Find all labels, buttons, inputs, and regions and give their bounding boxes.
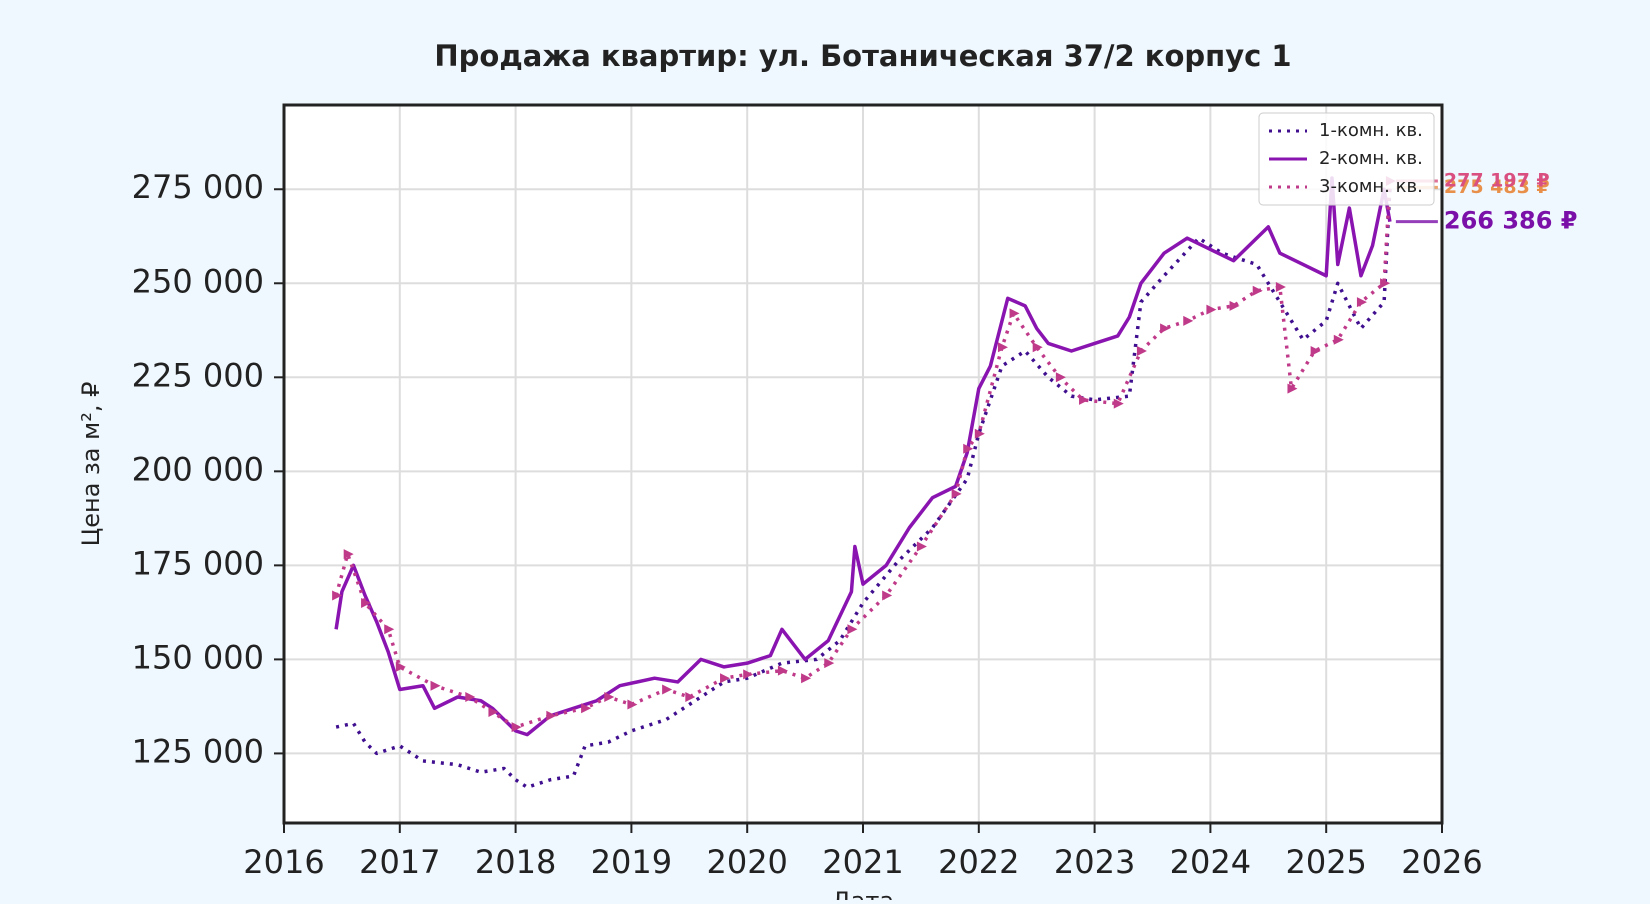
series-marker <box>685 692 696 703</box>
y-tick-label: 275 000 <box>132 168 264 206</box>
legend-label: 3-комн. кв. <box>1319 176 1423 197</box>
end-label: 266 386 ₽ <box>1444 207 1578 235</box>
series-marker <box>951 488 962 499</box>
series-marker <box>1252 285 1263 296</box>
series-marker <box>1136 345 1147 356</box>
end-label: 277 197 ₽ <box>1444 169 1550 191</box>
series-marker <box>743 669 754 680</box>
end-label: 275 483 ₽ <box>1444 176 1550 198</box>
series-marker <box>1183 315 1194 326</box>
y-tick-label: 125 000 <box>132 732 264 770</box>
series-marker <box>361 597 372 608</box>
x-tick-label: 2016 <box>243 843 324 881</box>
x-tick-label: 2019 <box>591 843 672 881</box>
x-tick-label: 2024 <box>1170 843 1251 881</box>
y-tick-label: 200 000 <box>132 450 264 488</box>
x-tick-label: 2021 <box>822 843 903 881</box>
x-tick-label: 2022 <box>938 843 1019 881</box>
series-marker <box>488 707 499 718</box>
legend-box <box>1258 112 1435 206</box>
series-marker <box>1113 398 1124 409</box>
series-marker <box>1287 383 1298 394</box>
series-marker <box>1333 334 1344 345</box>
series-marker <box>1032 342 1043 353</box>
series-line <box>335 187 1392 790</box>
chart-title: Продажа квартир: ул. Ботаническая 37/2 к… <box>434 39 1291 73</box>
x-tick-label: 2026 <box>1401 843 1482 881</box>
x-axis-label: Дата <box>832 887 894 900</box>
series-marker <box>1079 394 1090 405</box>
series-marker <box>511 722 522 733</box>
series-marker <box>546 710 557 721</box>
series-marker <box>916 541 927 552</box>
series-marker <box>997 342 1008 353</box>
y-tick-label: 150 000 <box>132 638 264 676</box>
series-marker <box>824 658 835 669</box>
series-marker <box>1310 345 1321 356</box>
series-marker <box>882 590 893 601</box>
series-marker <box>801 673 812 684</box>
series-marker <box>384 624 395 635</box>
series-marker <box>963 443 974 454</box>
series-marker <box>662 684 673 695</box>
y-tick-label: 225 000 <box>132 356 264 394</box>
series-marker <box>465 692 476 703</box>
series-marker <box>1160 323 1171 334</box>
series-marker <box>604 692 615 703</box>
series-marker <box>1229 300 1240 311</box>
series-marker <box>343 549 354 560</box>
series-marker <box>777 665 788 676</box>
series-marker <box>1356 297 1367 308</box>
series-marker <box>395 661 406 672</box>
x-tick-label: 2020 <box>706 843 787 881</box>
series-marker <box>847 624 858 635</box>
x-tick-label: 2023 <box>1054 843 1135 881</box>
series-marker <box>1380 278 1391 289</box>
x-tick-label: 2025 <box>1285 843 1366 881</box>
legend-label: 2-комн. кв. <box>1319 148 1423 169</box>
series-marker <box>1009 308 1020 319</box>
y-axis-label: Цена за м², ₽ <box>77 382 105 547</box>
series-marker <box>720 673 731 684</box>
plot-frame <box>282 103 1444 825</box>
series-marker <box>430 680 441 691</box>
series-marker <box>1055 372 1066 383</box>
series-marker <box>1275 282 1286 293</box>
y-tick-label: 250 000 <box>132 262 264 300</box>
y-tick-label: 175 000 <box>132 544 264 582</box>
legend-label: 1-комн. кв. <box>1319 120 1423 141</box>
series-marker <box>581 703 592 714</box>
x-tick-label: 2018 <box>475 843 556 881</box>
x-tick-label: 2017 <box>359 843 440 881</box>
series-line <box>334 176 1392 737</box>
series-marker <box>974 428 985 439</box>
series-marker <box>627 699 638 710</box>
series-marker <box>1206 304 1217 315</box>
series-marker <box>332 590 343 601</box>
